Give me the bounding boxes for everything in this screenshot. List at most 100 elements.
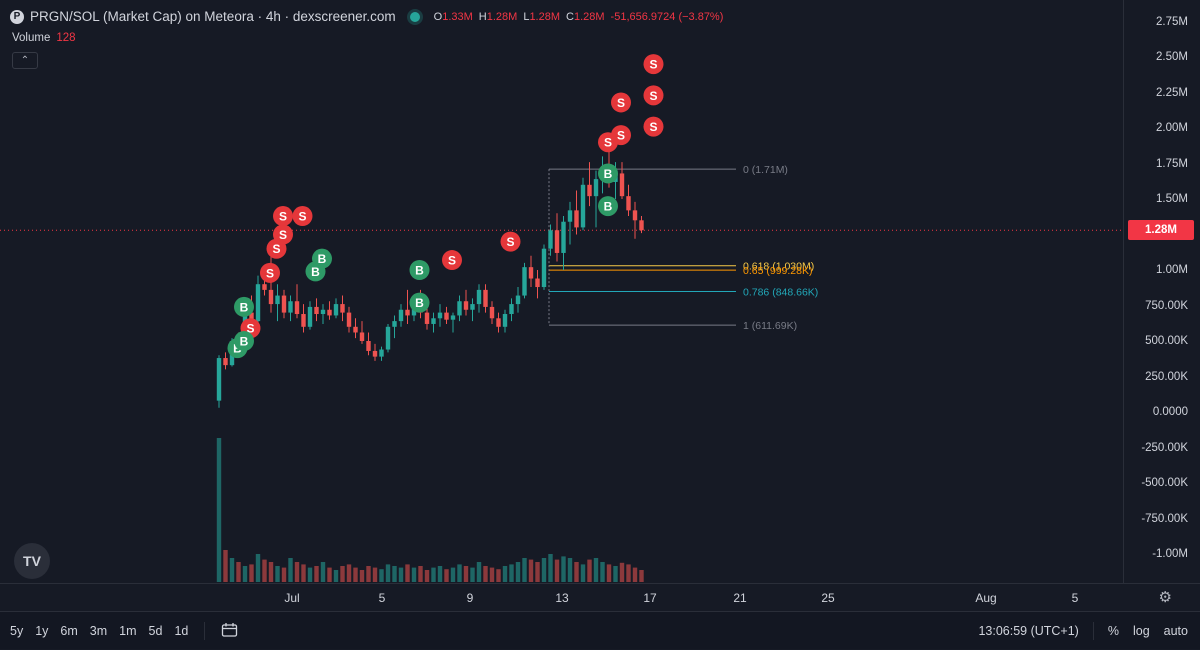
buy-marker: B — [234, 296, 254, 317]
volume-bar — [294, 562, 300, 582]
candle-body — [457, 301, 462, 316]
volume-bar — [262, 559, 267, 582]
price-axis[interactable]: 2.75M2.50M2.25M2.00M1.75M1.50M1.25M1.00M… — [1123, 0, 1200, 583]
date-range-calendar-icon[interactable] — [221, 622, 239, 641]
candle-body — [372, 350, 378, 357]
close-label: C — [566, 10, 574, 23]
price-axis-label: 2.75M — [1156, 15, 1188, 28]
range-button-5d[interactable]: 5d — [148, 624, 163, 638]
volume-bar — [255, 554, 261, 582]
price-axis-label: 2.00M — [1156, 122, 1188, 134]
tradingview-logo-icon[interactable]: TV — [14, 543, 50, 579]
price-axis-label: -250.00K — [1141, 441, 1188, 454]
candle-body — [561, 221, 566, 253]
fib-level-label: 0 (1.71M) — [743, 164, 788, 176]
marker-label: B — [604, 167, 613, 181]
range-button-1y[interactable]: 1y — [35, 624, 49, 638]
range-button-3m[interactable]: 3m — [89, 624, 108, 638]
price-axis-label: -500.00K — [1141, 477, 1188, 489]
candle-body — [489, 306, 495, 319]
volume-bar — [522, 558, 527, 582]
volume-bar — [502, 566, 508, 582]
candle-body — [450, 315, 456, 320]
candle-body — [554, 230, 560, 253]
time-axis-label: 5 — [1071, 591, 1079, 605]
time-axis-label: Jul — [284, 591, 300, 605]
volume-bar — [470, 567, 475, 582]
marker-circle — [611, 92, 631, 113]
volume-bar — [476, 562, 482, 582]
price-axis-label: 750.00K — [1145, 299, 1188, 312]
chart-pane[interactable]: 0 (1.71M) 0.618 (1.030M) 0.65 (999.28K) 0.7… — [0, 0, 1123, 583]
candle-body — [359, 332, 365, 341]
volume-bar — [411, 567, 417, 582]
marker-label: S — [649, 89, 657, 103]
symbol-title[interactable]: PRGN/SOL (Market Cap) on Meteora · 4h · … — [30, 9, 396, 24]
marker-circle — [234, 296, 254, 317]
divider — [1092, 622, 1094, 640]
candle-body — [509, 304, 514, 315]
volume-bar — [535, 562, 540, 582]
right-tools: 13:06:59 (UTC+1) % log auto — [978, 612, 1188, 650]
candle-body — [268, 289, 274, 305]
volume-bar — [216, 438, 222, 582]
candle-body — [216, 358, 222, 401]
range-button-1m[interactable]: 1m — [119, 624, 137, 638]
marker-label: S — [298, 210, 306, 224]
high-label: H — [478, 10, 487, 23]
time-axis-label: 21 — [733, 591, 747, 605]
volume-bar — [268, 562, 274, 582]
gear-icon[interactable]: ⚙ — [1158, 589, 1172, 606]
candle-body — [405, 309, 410, 316]
volume-bar — [366, 566, 371, 582]
percent-toggle[interactable]: % — [1107, 624, 1119, 638]
last-price-badge: 1.28M — [1128, 220, 1194, 241]
sell-marker: S — [611, 92, 631, 113]
marker-circle — [643, 85, 664, 106]
candle-body — [327, 309, 332, 316]
buy-marker: B — [598, 163, 618, 184]
auto-toggle[interactable]: auto — [1163, 624, 1188, 638]
candle-body — [340, 304, 345, 313]
marker-circle — [292, 206, 313, 227]
volume-bar — [489, 567, 495, 582]
volume-bar — [372, 567, 378, 582]
candle-body — [574, 210, 579, 228]
chart-legend: P PRGN/SOL (Market Cap) on Meteora · 4h … — [10, 9, 723, 24]
volume-bar — [463, 566, 469, 582]
collapse-legend-button[interactable]: ⌃ — [12, 52, 38, 69]
volume-bar — [398, 567, 404, 582]
time-axis-label: 25 — [821, 591, 835, 605]
volume-bar — [619, 562, 625, 582]
volume-bar — [385, 564, 391, 582]
candle-body — [619, 173, 625, 197]
buy-marker: B — [409, 260, 430, 280]
candle-body — [567, 210, 573, 222]
range-button-5y[interactable]: 5y — [10, 624, 24, 638]
volume-bar — [223, 550, 228, 582]
marker-label: S — [604, 136, 612, 150]
time-axis[interactable]: ⚙ Jul 5 9 13 17 21 25 Aug 5 — [0, 583, 1200, 611]
high-value: 1.28M — [486, 10, 518, 23]
range-button-6m[interactable]: 6m — [60, 624, 78, 638]
buy-marker: B — [312, 248, 332, 269]
marker-label: B — [415, 296, 424, 310]
volume-bar — [314, 566, 319, 582]
volume-bar — [574, 562, 579, 582]
volume-bar — [632, 567, 638, 582]
clock[interactable]: 13:06:59 (UTC+1) — [978, 624, 1079, 638]
range-button-1d[interactable]: 1d — [174, 624, 189, 638]
price-axis-label: 2.50M — [1156, 51, 1188, 63]
buy-marker: B — [409, 292, 430, 313]
price-axis-label: 1.50M — [1156, 193, 1188, 205]
sell-marker: S — [442, 250, 462, 271]
price-chart[interactable]: 0 (1.71M) 0.618 (1.030M)0.65 (999.28K) 0.7… — [0, 0, 1123, 583]
fib-level-label: 0.618 (1.030M) — [743, 261, 814, 273]
candle-body — [398, 309, 404, 322]
log-toggle[interactable]: log — [1132, 624, 1150, 638]
marker-circle — [312, 248, 332, 269]
candle-body — [639, 220, 644, 231]
fib-level-label: 0.65 (999.28K) — [743, 265, 812, 277]
price-axis-label: 500.00K — [1145, 335, 1188, 347]
volume-bar — [340, 566, 345, 582]
